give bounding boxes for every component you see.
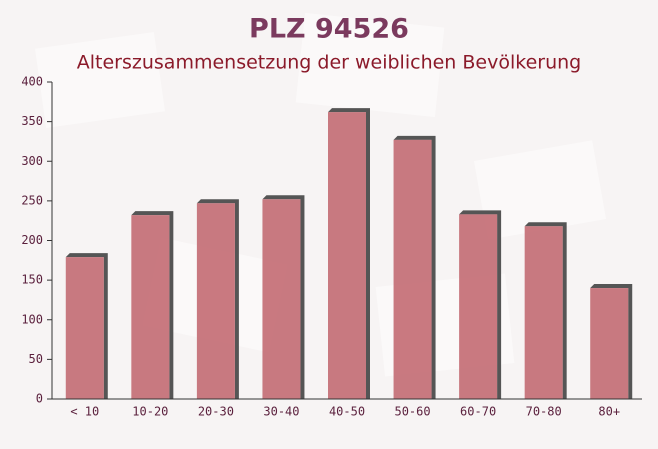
x-tick-label: 10-20 (132, 405, 168, 419)
chart-title: PLZ 94526 (249, 14, 409, 45)
y-tick-label: 50 (29, 352, 43, 366)
bar (196, 203, 235, 399)
bar (524, 226, 563, 399)
y-tick-label: 100 (21, 312, 43, 326)
x-tick-label: 30-40 (263, 405, 299, 419)
y-tick-label: 400 (21, 75, 43, 89)
y-tick-label: 300 (21, 154, 43, 168)
bar (65, 257, 104, 399)
bar (459, 214, 498, 399)
x-tick-label: 20-30 (198, 405, 234, 419)
y-tick-label: 150 (21, 273, 43, 287)
x-tick-label: 40-50 (329, 405, 365, 419)
x-tick-label: 60-70 (460, 405, 496, 419)
bar (590, 288, 629, 399)
bar (328, 112, 366, 400)
bar (131, 215, 170, 399)
y-tick-label: 0 (36, 392, 43, 406)
y-tick-label: 250 (21, 193, 43, 207)
x-tick-label: 80+ (598, 405, 620, 419)
y-tick-label: 350 (21, 114, 43, 128)
x-tick-label: < 10 (70, 405, 99, 419)
x-tick-label: 50-60 (394, 405, 430, 419)
x-tick-label: 70-80 (526, 405, 562, 419)
bar (262, 199, 301, 399)
bar (393, 139, 432, 400)
chart-subtitle: Alterszusammensetzung der weiblichen Bev… (77, 52, 581, 74)
y-tick-label: 200 (21, 233, 43, 247)
